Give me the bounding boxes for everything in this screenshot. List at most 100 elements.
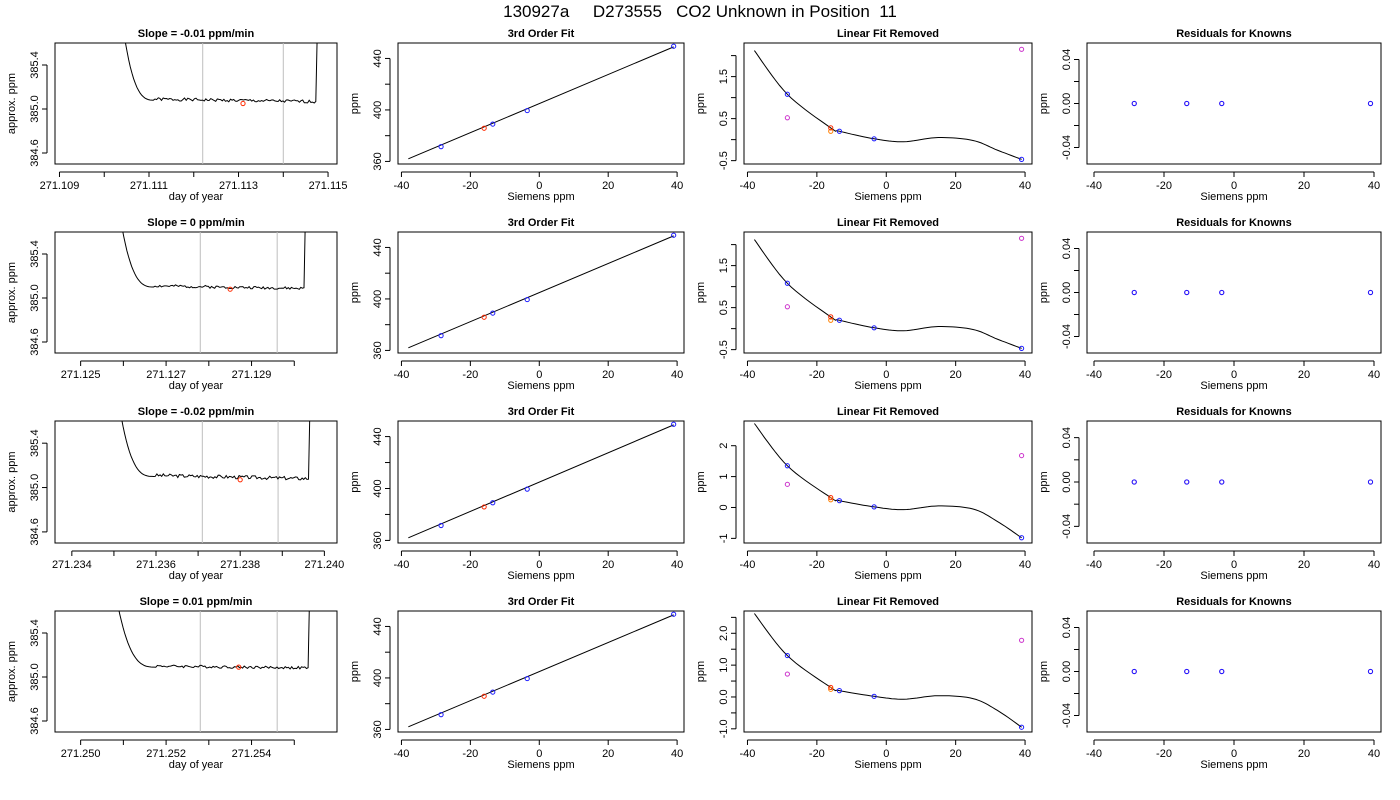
fit-ytick-label: 400	[372, 101, 384, 119]
trace-xtick-label: 271.238	[220, 559, 260, 571]
lin-xtick-label: 20	[950, 559, 962, 571]
trace-line	[122, 232, 306, 290]
lin-ytick-label: 1	[718, 474, 730, 480]
row-4-fit-panel: 3rd Order Fit Siemens ppm ppm -40 -20 0 20 40 36…	[349, 596, 685, 771]
fit-ytick-label: 360	[372, 152, 384, 170]
known-point	[871, 693, 877, 699]
res-xtick-label: -20	[1156, 559, 1172, 571]
res-xlabel: Siemens ppm	[1200, 570, 1267, 582]
known-point	[438, 712, 444, 718]
res-ytick-label: -0.04	[1061, 135, 1073, 160]
unknown-point	[481, 504, 487, 510]
lin-xtick-label: 0	[883, 748, 889, 760]
known-point	[784, 280, 790, 286]
res-xtick-label: -40	[1086, 180, 1102, 192]
res-ytick-label: 0.04	[1061, 427, 1073, 448]
res-ylabel: ppm	[1038, 282, 1050, 303]
res-ytick-label: 0.00	[1061, 282, 1073, 303]
known-point	[524, 486, 530, 492]
res-ytick-label: -0.04	[1061, 324, 1073, 349]
res-xtick-label: 0	[1231, 369, 1237, 381]
trace-xtick-label: 271.252	[146, 748, 186, 760]
residual-point-overlay	[1219, 479, 1225, 485]
trace-ytick-label: 385.4	[29, 51, 41, 79]
fit-ytick-label: 440	[372, 238, 384, 256]
lin-frame	[743, 610, 1033, 733]
residual-point-overlay	[1367, 668, 1374, 675]
trace-ytick-label: 385.4	[29, 429, 41, 457]
fit-xtick-label: 20	[602, 180, 614, 192]
fit-line	[408, 46, 674, 160]
res-xtick-label: 40	[1368, 748, 1380, 760]
lin-xtick-label: 20	[950, 748, 962, 760]
trace-xtick-label: 271.125	[61, 369, 101, 381]
linear-point	[1018, 46, 1025, 52]
res-frame	[1086, 42, 1382, 165]
residual-curve	[753, 239, 1022, 349]
lin-ylabel: ppm	[695, 471, 707, 492]
trace-xlabel: day of year	[169, 570, 224, 582]
fit-ytick-label: 440	[372, 49, 384, 67]
fit-xlabel: Siemens ppm	[507, 759, 574, 771]
fit-title: 3rd Order Fit	[508, 596, 575, 608]
res-frame	[1086, 231, 1382, 354]
res-ytick-label: -0.04	[1061, 514, 1073, 539]
lin-ytick-label: 1.5	[718, 258, 730, 273]
res-xtick-label: 0	[1231, 748, 1237, 760]
fit-xtick-label: -20	[462, 369, 478, 381]
known-point	[784, 463, 790, 469]
res-xtick-label: 20	[1298, 748, 1310, 760]
sample-marker	[237, 477, 243, 483]
res-xtick-label: -40	[1086, 369, 1102, 381]
trace-frame	[54, 231, 338, 354]
res-ylabel: ppm	[1038, 471, 1050, 492]
res-xtick-label: 20	[1298, 559, 1310, 571]
lin-xtick-label: 40	[1019, 180, 1031, 192]
unknown-point	[828, 494, 834, 501]
trace-ylabel: approx. ppm	[6, 262, 18, 323]
trace-title: Slope = -0.02 ppm/min	[138, 406, 255, 418]
lin-xtick-label: 0	[883, 559, 889, 571]
fit-ytick-label: 400	[372, 479, 384, 497]
lin-xtick-label: -40	[740, 748, 756, 760]
res-xtick-label: 0	[1231, 559, 1237, 571]
known-point	[524, 296, 530, 303]
trace-xtick-label: 271.111	[130, 180, 168, 192]
linear-point	[1018, 637, 1025, 643]
known-point	[871, 325, 877, 331]
fit-frame	[397, 420, 685, 544]
lin-ytick-label: 0.0	[718, 689, 730, 704]
row-3-trace-panel: Slope = -0.02 ppm/min day of year approx. …	[6, 406, 344, 582]
lin-xtick-label: 0	[883, 369, 889, 381]
known-point	[836, 498, 843, 504]
residual-point-overlay	[1131, 289, 1137, 296]
lin-ytick-label: 0.5	[718, 111, 730, 126]
known-point	[836, 688, 843, 694]
fit-frame	[397, 610, 685, 733]
known-point	[524, 107, 530, 114]
fit-xtick-label: -40	[393, 180, 409, 192]
res-ytick-label: 0.04	[1061, 238, 1073, 259]
res-xtick-label: -20	[1156, 748, 1172, 760]
row-2-trace-panel: Slope = 0 ppm/min day of year approx. ppm 2…	[6, 217, 338, 392]
residual-point-overlay	[1367, 289, 1374, 296]
known-point	[524, 675, 530, 682]
res-frame	[1086, 610, 1382, 733]
unknown-point	[828, 314, 834, 320]
res-xtick-label: 40	[1368, 369, 1380, 381]
lin-title: Linear Fit Removed	[837, 217, 939, 229]
lin-xtick-label: -40	[740, 180, 756, 192]
fit-xtick-label: -20	[462, 748, 478, 760]
residual-point-overlay	[1184, 100, 1190, 107]
fit-ytick-label: 440	[372, 427, 384, 445]
lin-ylabel: ppm	[695, 93, 707, 114]
lin-xtick-label: -20	[809, 369, 825, 381]
known-point	[1018, 535, 1025, 541]
fit-ytick-label: 400	[372, 669, 384, 687]
row-1-residuals-panel: Residuals for Knowns Siemens ppm ppm -40 -20…	[1038, 28, 1382, 203]
known-point	[490, 500, 496, 506]
fit-xtick-label: 20	[602, 369, 614, 381]
linear-point	[1018, 452, 1025, 459]
trace-ytick-label: 385.4	[29, 240, 41, 268]
lin-xtick-label: 40	[1019, 748, 1031, 760]
